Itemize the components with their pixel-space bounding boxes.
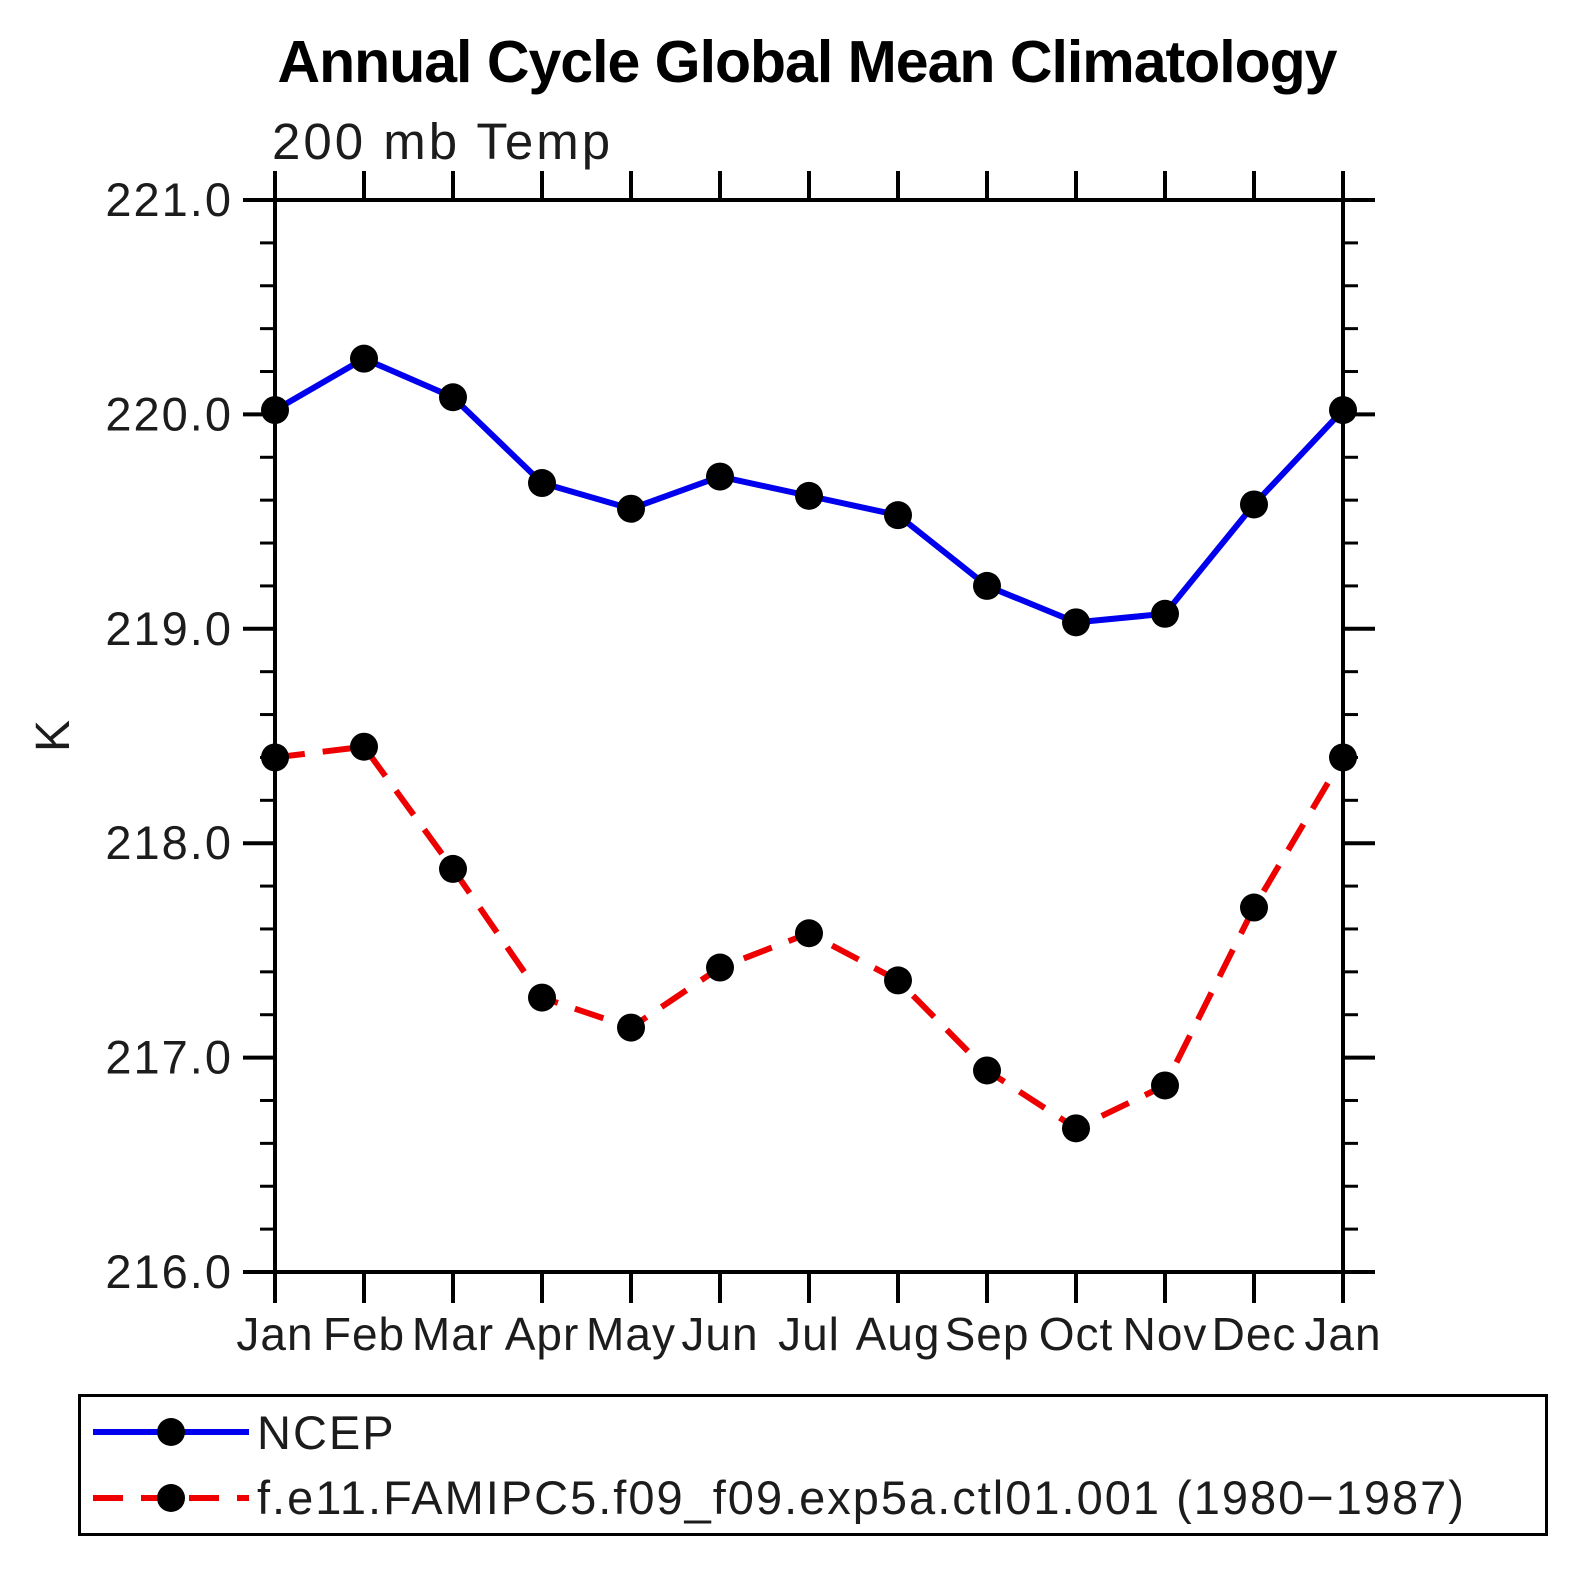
data-point-marker (706, 953, 734, 982)
x-tick-label: Jun (681, 1308, 758, 1360)
data-point-marker (884, 966, 912, 995)
x-tick-label: Nov (1123, 1308, 1208, 1360)
legend-sample-solid-line (93, 1418, 249, 1447)
plot-frame (273, 198, 1345, 1274)
legend-label-ncep: NCEP (257, 1405, 396, 1459)
data-point-marker (528, 983, 556, 1012)
x-tick-label: Sep (945, 1308, 1030, 1360)
series-0 (261, 344, 1357, 637)
data-point-marker (973, 571, 1001, 600)
data-point-marker (439, 854, 467, 883)
data-point-marker (439, 383, 467, 412)
x-tick-label: Feb (323, 1308, 405, 1360)
legend-box: NCEP f.e11.FAMIPC5.f09_f09.exp5a.ctl01.0… (78, 1394, 1548, 1536)
chart-title: Annual Cycle Global Mean Climatology (277, 29, 1338, 95)
legend-item-ncep: NCEP (89, 1402, 1545, 1462)
data-point-marker (973, 1056, 1001, 1085)
axes (243, 171, 1375, 1303)
data-point-marker (617, 494, 645, 523)
data-point-marker (261, 743, 289, 772)
x-tick-label: Oct (1039, 1308, 1114, 1360)
y-tick-label: 216.0 (105, 1245, 233, 1298)
legend-marker-dot (157, 1483, 185, 1512)
data-point-marker (1062, 1114, 1090, 1143)
data-point-marker (1329, 743, 1357, 772)
data-point-marker (1062, 608, 1090, 637)
x-tick-label: Jan (236, 1308, 313, 1360)
legend-label-model: f.e11.FAMIPC5.f09_f09.exp5a.ctl01.001 (1… (257, 1471, 1466, 1525)
data-point-marker (350, 344, 378, 373)
x-tick-label: May (586, 1308, 676, 1360)
x-tick-label: Dec (1212, 1308, 1297, 1360)
x-tick-label: Apr (505, 1308, 580, 1360)
data-point-marker (1240, 490, 1268, 519)
x-tick-label: Jul (778, 1308, 840, 1360)
data-point-marker (261, 396, 289, 425)
data-point-marker (795, 481, 823, 510)
y-tick-label: 221.0 (105, 173, 233, 226)
data-point-marker (1151, 1071, 1179, 1100)
data-point-marker (795, 919, 823, 948)
x-tick-label: Aug (856, 1308, 941, 1360)
data-point-marker (884, 501, 912, 530)
x-tick-label: Mar (412, 1308, 494, 1360)
data-point-marker (528, 469, 556, 498)
y-tick-label: 220.0 (105, 387, 233, 440)
y-tick-label: 217.0 (105, 1031, 233, 1084)
data-point-marker (706, 462, 734, 491)
legend-item-model: f.e11.FAMIPC5.f09_f09.exp5a.ctl01.001 (1… (89, 1468, 1545, 1528)
series-1 (261, 732, 1357, 1143)
y-tick-label: 219.0 (105, 602, 233, 655)
legend-sample-dashed-line (93, 1483, 249, 1512)
y-tick-label: 218.0 (105, 816, 233, 869)
data-point-marker (350, 732, 378, 761)
data-point-marker (1329, 396, 1357, 425)
chart-subtitle: 200 mb Temp (272, 113, 614, 170)
data-point-marker (1151, 599, 1179, 628)
data-point-marker (617, 1013, 645, 1042)
data-point-marker (1240, 893, 1268, 922)
x-tick-label: Jan (1304, 1308, 1381, 1360)
legend-marker-dot (157, 1418, 185, 1447)
